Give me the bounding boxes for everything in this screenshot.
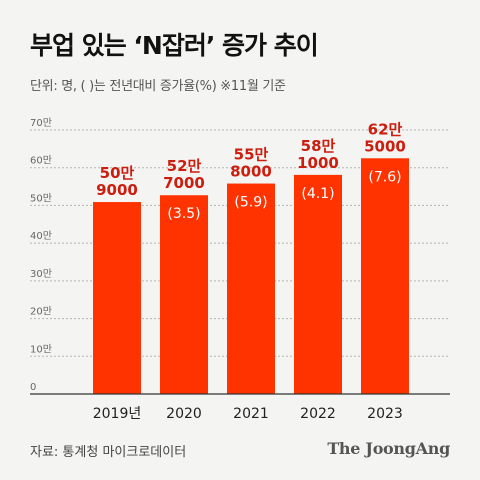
y-tick-label: 40만: [30, 230, 52, 242]
value-label-line1: 52만: [167, 157, 202, 175]
growth-rate-label: (3.5): [167, 206, 200, 222]
y-tick-label: 10만: [30, 343, 52, 355]
value-label-line2: 8000: [230, 163, 272, 181]
value-label-line1: 62만: [368, 120, 403, 138]
value-label-line2: 1000: [297, 154, 339, 172]
bar: [227, 183, 275, 394]
growth-rate-label: (5.9): [234, 195, 267, 211]
y-tick-label: 30만: [30, 268, 52, 280]
value-label-line2: 7000: [163, 174, 205, 192]
y-tick-label: 20만: [30, 306, 52, 318]
bar: [160, 195, 208, 394]
value-label-line2: 9000: [96, 181, 138, 199]
unit-note: 단위: 명, ( )는 전년대비 증가율(%) ※11월 기준: [30, 79, 286, 94]
value-label-line1: 58만: [301, 137, 336, 155]
source-note: 자료: 통계청 마이크로데이터: [30, 445, 187, 460]
bar: [93, 202, 141, 394]
value-label-line1: 55만: [234, 146, 269, 164]
y-tick-label: 70만: [30, 117, 52, 129]
x-tick-label: 2022: [300, 406, 336, 422]
growth-rate-label: (7.6): [368, 169, 401, 185]
x-tick-label: 2020: [166, 406, 202, 422]
x-tick-label: 2019년: [93, 406, 142, 422]
bar: [361, 158, 409, 394]
growth-rate-label: (4.1): [301, 186, 334, 202]
value-label-line2: 5000: [364, 137, 406, 155]
value-label-line1: 50만: [100, 164, 135, 182]
bar: [294, 174, 342, 394]
x-tick-label: 2021: [233, 406, 269, 422]
x-tick-label: 2023: [367, 406, 403, 422]
y-tick-label: 0: [30, 382, 36, 393]
y-tick-label: 60만: [30, 155, 52, 167]
brand-logo: The JoongAng: [327, 439, 450, 458]
y-tick-label: 50만: [30, 192, 52, 204]
chart-title: 부업 있는 ‘N잡러’ 증가 추이: [30, 31, 319, 60]
